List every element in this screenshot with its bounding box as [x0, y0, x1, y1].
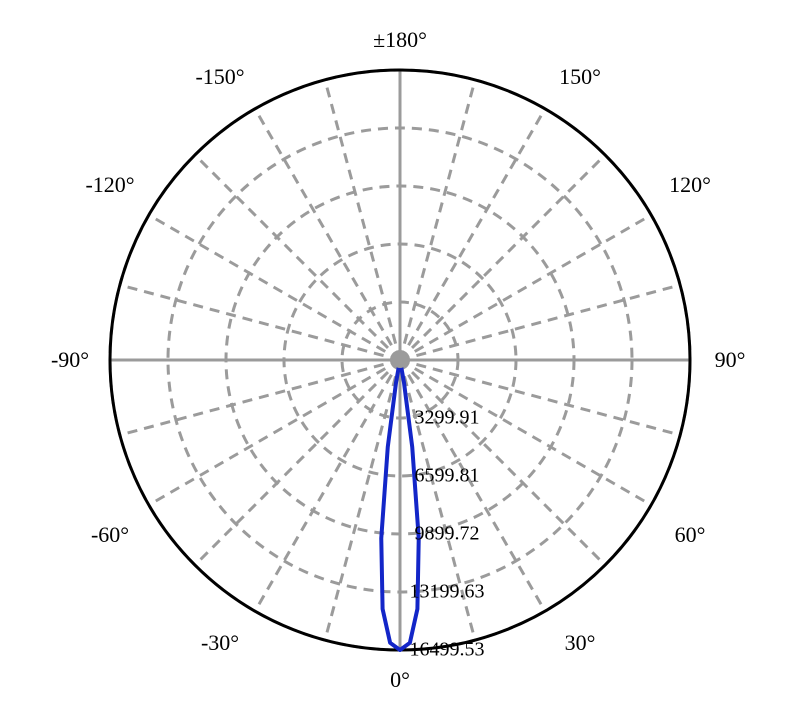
center-dot	[392, 352, 408, 368]
polar-svg	[0, 0, 800, 719]
polar-chart: ±180°150°120°90°60°30°0°-30°-60°-90°-120…	[0, 0, 800, 719]
